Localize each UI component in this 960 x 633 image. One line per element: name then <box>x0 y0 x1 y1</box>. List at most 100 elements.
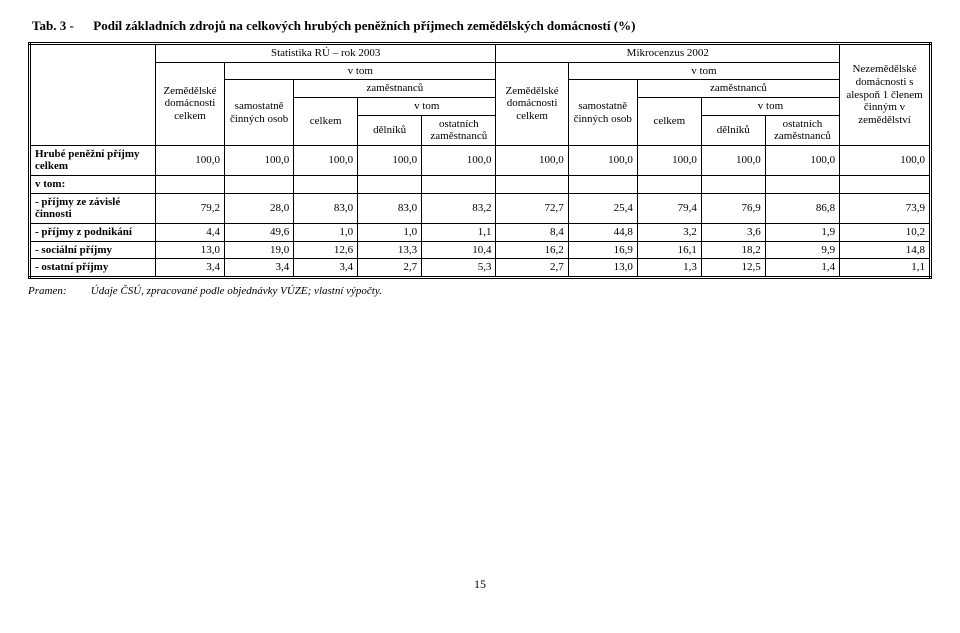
cell <box>496 176 568 194</box>
th-delniku-1: dělníků <box>358 115 422 145</box>
cell: 18,2 <box>701 241 765 259</box>
cell: 13,0 <box>155 241 224 259</box>
cell: 100,0 <box>496 145 568 175</box>
th-rowheader-blank <box>30 44 156 146</box>
cell: 100,0 <box>765 145 839 175</box>
cell: 100,0 <box>701 145 765 175</box>
cell: 79,4 <box>637 193 701 223</box>
cell <box>840 176 931 194</box>
th-vtom-1a: v tom <box>225 62 496 80</box>
table-row: - sociální příjmy13,019,012,613,310,416,… <box>30 241 931 259</box>
th-sam-1: samostatně činných osob <box>225 80 294 146</box>
th-group1: Statistika RÚ – rok 2003 <box>155 44 496 63</box>
cell: 8,4 <box>496 224 568 242</box>
cell: 3,4 <box>294 259 358 278</box>
th-vtom-2a: v tom <box>568 62 839 80</box>
cell: 3,2 <box>637 224 701 242</box>
th-group2: Mikrocenzus 2002 <box>496 44 840 63</box>
th-ost-2: ostatních zaměstnanců <box>765 115 839 145</box>
cell: 100,0 <box>568 145 637 175</box>
cell: 83,2 <box>422 193 496 223</box>
cell: 72,7 <box>496 193 568 223</box>
cell: 1,1 <box>422 224 496 242</box>
row-label: - příjmy ze závislé činnosti <box>30 193 156 223</box>
cell <box>225 176 294 194</box>
th-celkem-1: celkem <box>294 97 358 145</box>
cell: 1,9 <box>765 224 839 242</box>
cell: 1,1 <box>840 259 931 278</box>
cell: 16,9 <box>568 241 637 259</box>
cell: 100,0 <box>294 145 358 175</box>
table-footer: Pramen: Údaje ČSÚ, zpracované podle obje… <box>28 285 932 297</box>
cell: 83,0 <box>294 193 358 223</box>
table-row: - ostatní příjmy3,43,43,42,75,32,713,01,… <box>30 259 931 278</box>
row-label: - ostatní příjmy <box>30 259 156 278</box>
cell: 1,3 <box>637 259 701 278</box>
table-title: Tab. 3 - Podíl základních zdrojů na celk… <box>32 18 932 34</box>
th-vtom-2b: v tom <box>701 97 839 115</box>
cell: 79,2 <box>155 193 224 223</box>
th-zam-2: zaměstnanců <box>637 80 839 98</box>
cell: 1,4 <box>765 259 839 278</box>
cell <box>422 176 496 194</box>
row-label: Hrubé peněžní příjmy celkem <box>30 145 156 175</box>
cell: 73,9 <box>840 193 931 223</box>
data-table: Statistika RÚ – rok 2003 Mikrocenzus 200… <box>28 42 932 279</box>
cell: 2,7 <box>496 259 568 278</box>
cell: 1,0 <box>294 224 358 242</box>
cell: 10,4 <box>422 241 496 259</box>
row-label: v tom: <box>30 176 156 194</box>
th-sam-2: samostatně činných osob <box>568 80 637 146</box>
cell: 16,2 <box>496 241 568 259</box>
cell: 100,0 <box>840 145 931 175</box>
cell: 16,1 <box>637 241 701 259</box>
table-number: Tab. 3 - <box>32 18 90 34</box>
row-label: - sociální příjmy <box>30 241 156 259</box>
table-row: Hrubé peněžní příjmy celkem100,0100,0100… <box>30 145 931 175</box>
th-rightcol: Nezemědělské domácnosti s alespoň 1 člen… <box>840 44 931 146</box>
page-number: 15 <box>28 577 932 592</box>
cell: 2,7 <box>358 259 422 278</box>
cell: 100,0 <box>422 145 496 175</box>
footer-label: Pramen: <box>28 285 88 297</box>
cell: 3,6 <box>701 224 765 242</box>
table-row: v tom: <box>30 176 931 194</box>
cell: 4,4 <box>155 224 224 242</box>
cell: 44,8 <box>568 224 637 242</box>
cell: 9,9 <box>765 241 839 259</box>
th-zd-2: Zemědělské domácnosti celkem <box>496 62 568 145</box>
cell: 49,6 <box>225 224 294 242</box>
cell <box>155 176 224 194</box>
cell <box>765 176 839 194</box>
th-vtom-1b: v tom <box>358 97 496 115</box>
cell <box>294 176 358 194</box>
cell <box>701 176 765 194</box>
cell: 10,2 <box>840 224 931 242</box>
cell: 83,0 <box>358 193 422 223</box>
cell: 13,3 <box>358 241 422 259</box>
cell: 25,4 <box>568 193 637 223</box>
cell <box>568 176 637 194</box>
cell: 13,0 <box>568 259 637 278</box>
th-celkem-2: celkem <box>637 97 701 145</box>
cell: 100,0 <box>225 145 294 175</box>
cell: 12,6 <box>294 241 358 259</box>
cell: 3,4 <box>155 259 224 278</box>
th-zd-1: Zemědělské domácnosti celkem <box>155 62 224 145</box>
table-row: - příjmy z podnikání4,449,61,01,01,18,44… <box>30 224 931 242</box>
table-title-text: Podíl základních zdrojů na celkových hru… <box>93 18 635 33</box>
cell: 100,0 <box>358 145 422 175</box>
th-zam-1: zaměstnanců <box>294 80 496 98</box>
cell: 1,0 <box>358 224 422 242</box>
cell: 5,3 <box>422 259 496 278</box>
cell: 12,5 <box>701 259 765 278</box>
cell: 19,0 <box>225 241 294 259</box>
cell <box>358 176 422 194</box>
table-row: - příjmy ze závislé činnosti79,228,083,0… <box>30 193 931 223</box>
cell: 28,0 <box>225 193 294 223</box>
cell: 100,0 <box>155 145 224 175</box>
th-ost-1: ostatních zaměstnanců <box>422 115 496 145</box>
cell: 86,8 <box>765 193 839 223</box>
cell: 3,4 <box>225 259 294 278</box>
cell: 76,9 <box>701 193 765 223</box>
